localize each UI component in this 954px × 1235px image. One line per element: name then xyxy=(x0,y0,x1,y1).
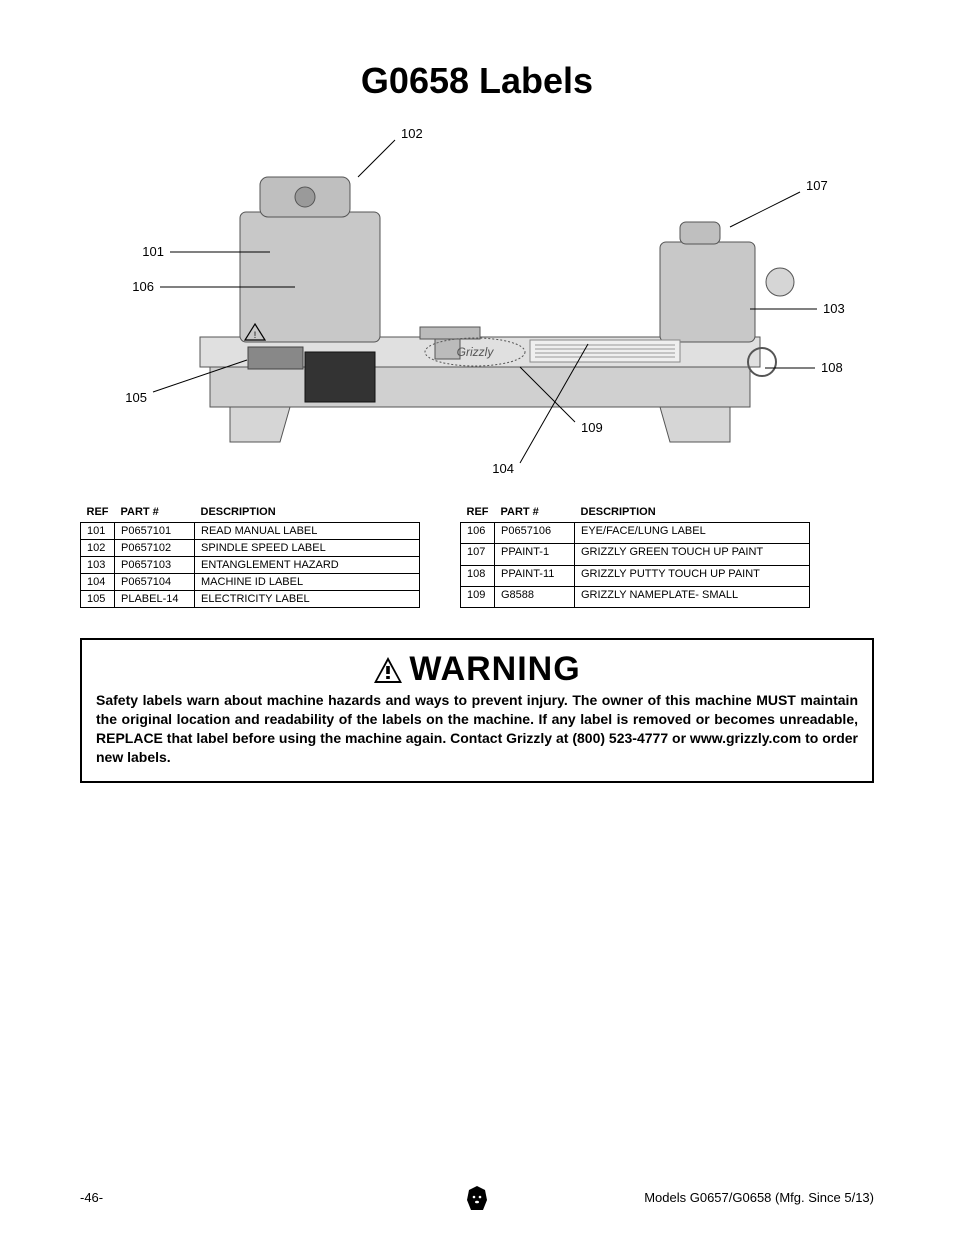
callout-label: 103 xyxy=(823,301,845,316)
th-ref: REF xyxy=(81,502,115,523)
svg-text:Grizzly: Grizzly xyxy=(457,345,495,359)
table-row: 108PPAINT-11GRIZZLY PUTTY TOUCH UP PAINT xyxy=(461,565,810,586)
th-desc: DESCRIPTION xyxy=(575,502,810,523)
parts-table-right: REF PART # DESCRIPTION 106P0657106EYE/FA… xyxy=(460,502,810,608)
cell-desc: GRIZZLY NAMEPLATE- SMALL xyxy=(575,586,810,607)
th-part: PART # xyxy=(115,502,195,523)
cell-desc: EYE/FACE/LUNG LABEL xyxy=(575,523,810,544)
callout-label: 105 xyxy=(125,390,147,405)
page-title: G0658 Labels xyxy=(80,60,874,102)
warning-triangle-icon xyxy=(373,656,403,684)
th-part: PART # xyxy=(495,502,575,523)
parts-diagram: Grizzly ! 101 102 106 105 104 109 107 103 108 xyxy=(80,122,874,482)
table-row: 102P0657102SPINDLE SPEED LABEL xyxy=(81,540,420,557)
table-row: 109G8588GRIZZLY NAMEPLATE- SMALL xyxy=(461,586,810,607)
cell-ref: 101 xyxy=(81,523,115,540)
warning-word: WARNING xyxy=(409,650,580,689)
callout-label: 102 xyxy=(401,126,423,141)
table-row: 107PPAINT-1GRIZZLY GREEN TOUCH UP PAINT xyxy=(461,544,810,565)
grizzly-logo-icon xyxy=(463,1184,491,1212)
th-ref: REF xyxy=(461,502,495,523)
callout-label: 109 xyxy=(581,420,603,435)
table-row: 106P0657106EYE/FACE/LUNG LABEL xyxy=(461,523,810,544)
callout-label: 106 xyxy=(132,279,154,294)
th-desc: DESCRIPTION xyxy=(195,502,420,523)
cell-ref: 109 xyxy=(461,586,495,607)
cell-desc: GRIZZLY GREEN TOUCH UP PAINT xyxy=(575,544,810,565)
cell-desc: MACHINE ID LABEL xyxy=(195,574,420,591)
cell-desc: SPINDLE SPEED LABEL xyxy=(195,540,420,557)
cell-ref: 104 xyxy=(81,574,115,591)
warning-box: WARNING Safety labels warn about machine… xyxy=(80,638,874,783)
warning-text: Safety labels warn about machine hazards… xyxy=(96,691,858,767)
cell-part: PPAINT-1 xyxy=(495,544,575,565)
cell-ref: 103 xyxy=(81,557,115,574)
cell-part: PLABEL-14 xyxy=(115,591,195,608)
cell-desc: READ MANUAL LABEL xyxy=(195,523,420,540)
callout-label: 104 xyxy=(492,461,514,476)
cell-desc: ELECTRICITY LABEL xyxy=(195,591,420,608)
parts-table-left: REF PART # DESCRIPTION 101P0657101READ M… xyxy=(80,502,420,608)
callout-label: 107 xyxy=(806,178,828,193)
cell-part: P0657103 xyxy=(115,557,195,574)
cell-part: P0657106 xyxy=(495,523,575,544)
cell-ref: 102 xyxy=(81,540,115,557)
footer-page-number: -46- xyxy=(80,1190,103,1205)
svg-text:!: ! xyxy=(254,330,257,340)
cell-ref: 105 xyxy=(81,591,115,608)
table-row: 103P0657103ENTANGLEMENT HAZARD xyxy=(81,557,420,574)
table-row: 104P0657104MACHINE ID LABEL xyxy=(81,574,420,591)
cell-part: P0657101 xyxy=(115,523,195,540)
cell-ref: 108 xyxy=(461,565,495,586)
cell-ref: 107 xyxy=(461,544,495,565)
callout-label: 101 xyxy=(142,244,164,259)
cell-part: PPAINT-11 xyxy=(495,565,575,586)
cell-part: P0657102 xyxy=(115,540,195,557)
cell-part: P0657104 xyxy=(115,574,195,591)
footer-model-info: Models G0657/G0658 (Mfg. Since 5/13) xyxy=(644,1190,874,1205)
callout-label: 108 xyxy=(821,360,843,375)
cell-desc: GRIZZLY PUTTY TOUCH UP PAINT xyxy=(575,565,810,586)
cell-part: G8588 xyxy=(495,586,575,607)
table-row: 105PLABEL-14ELECTRICITY LABEL xyxy=(81,591,420,608)
cell-desc: ENTANGLEMENT HAZARD xyxy=(195,557,420,574)
cell-ref: 106 xyxy=(461,523,495,544)
table-row: 101P0657101READ MANUAL LABEL xyxy=(81,523,420,540)
